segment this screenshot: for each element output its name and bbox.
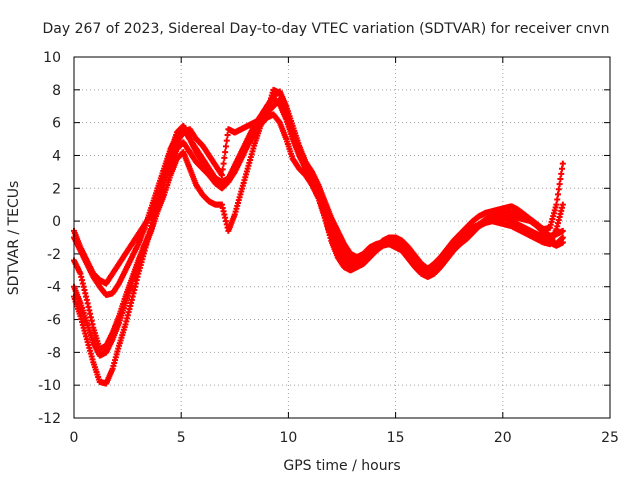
data-point xyxy=(553,201,560,208)
plot-frame xyxy=(73,56,611,419)
y-tick-label: 4 xyxy=(52,148,61,164)
series-track-5 xyxy=(71,86,566,287)
data-point xyxy=(223,137,230,144)
x-axis-label: GPS time / hours xyxy=(283,458,400,474)
data-point xyxy=(555,191,562,198)
x-tick-label: 20 xyxy=(494,430,512,446)
y-tick-label: 2 xyxy=(52,181,61,197)
x-tick-label: 10 xyxy=(279,430,297,446)
x-tick-label: 25 xyxy=(601,430,619,446)
data-point xyxy=(559,201,566,208)
x-tick-label: 0 xyxy=(70,430,79,446)
y-tick-label: -2 xyxy=(47,247,61,263)
x-tick-label: 5 xyxy=(177,430,186,446)
y-tick-label: 10 xyxy=(43,50,61,66)
data-point xyxy=(221,154,228,161)
y-tick-label: -4 xyxy=(47,280,61,296)
data-point xyxy=(557,176,564,183)
y-tick-label: 8 xyxy=(52,83,61,99)
data-point xyxy=(224,131,231,138)
data-point xyxy=(555,186,562,193)
chart-title: Day 267 of 2023, Sidereal Day-to-day VTE… xyxy=(43,21,610,37)
data-point xyxy=(222,149,229,156)
data-point xyxy=(559,234,566,241)
data-point xyxy=(558,170,565,177)
data-point xyxy=(218,172,225,179)
y-tick-label: -12 xyxy=(38,411,61,427)
y-axis-label: SDTVAR / TECUs xyxy=(6,181,22,296)
y-tick-label: -6 xyxy=(47,313,61,329)
data-point xyxy=(559,165,566,172)
y-tick-label: -8 xyxy=(47,345,61,361)
y-tick-label: -10 xyxy=(38,378,61,394)
x-tick-label: 15 xyxy=(387,430,405,446)
data-point xyxy=(559,160,566,167)
y-tick-label: 0 xyxy=(52,214,61,230)
data-point xyxy=(556,181,563,188)
data-point xyxy=(222,143,229,150)
y-tick-label: 6 xyxy=(52,116,61,132)
data-point xyxy=(219,166,226,173)
data-point xyxy=(554,196,561,203)
data-point xyxy=(220,160,227,167)
data-points xyxy=(71,86,566,387)
data-point xyxy=(559,227,566,234)
